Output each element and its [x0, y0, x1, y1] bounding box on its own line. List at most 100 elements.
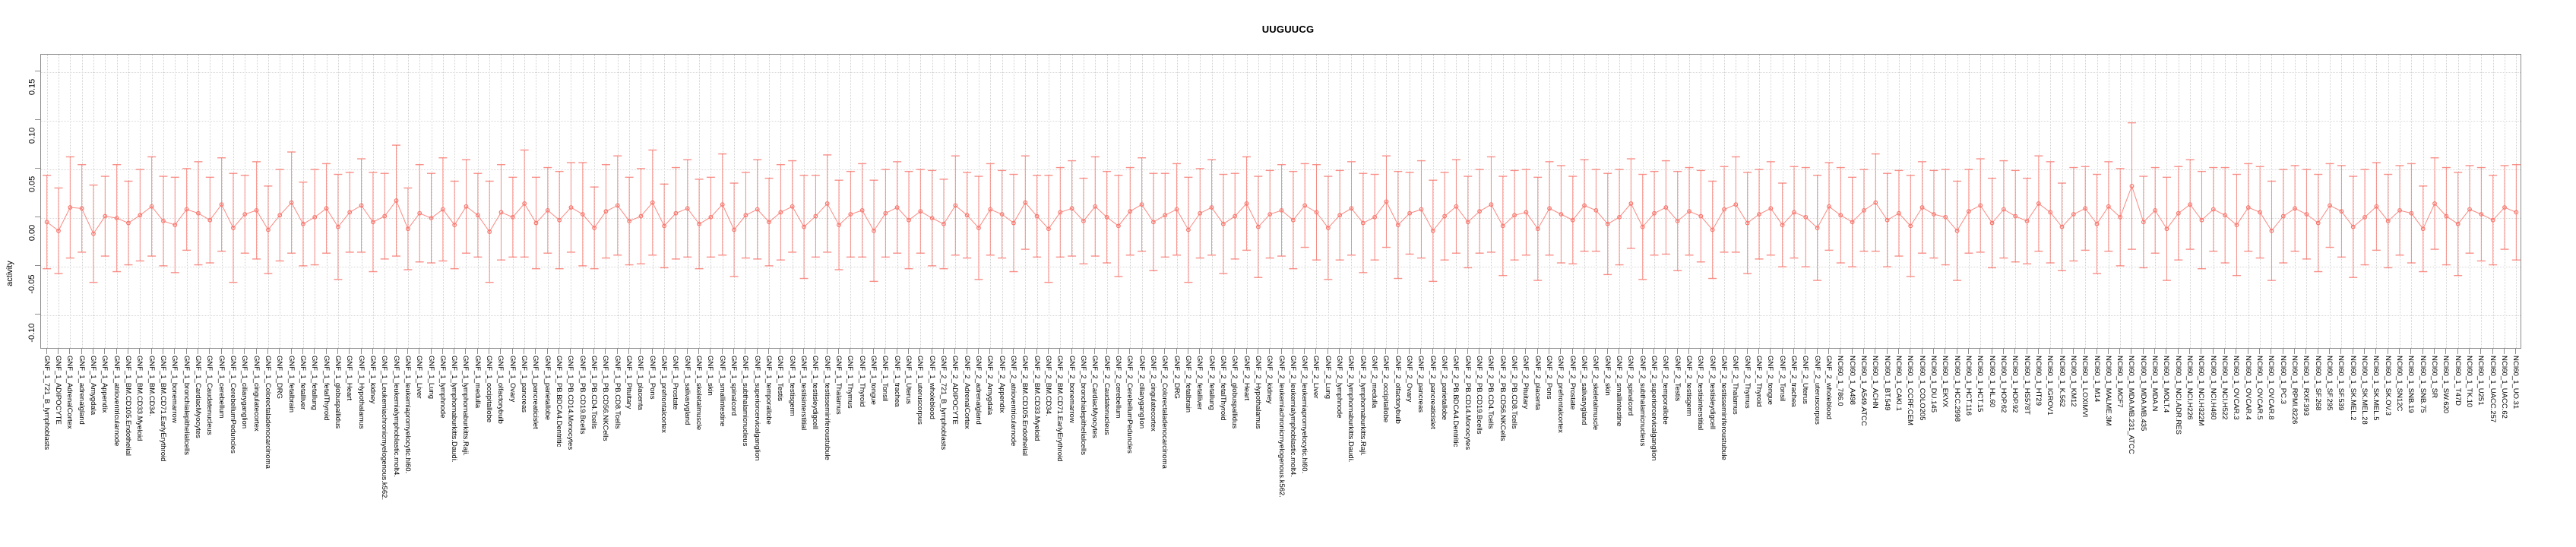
error-bar	[531, 176, 540, 270]
x-tick-mark	[1176, 349, 1177, 354]
data-point-marker	[2397, 207, 2402, 213]
data-point-marker	[1663, 205, 1669, 210]
data-point-marker	[510, 214, 515, 220]
error-bar	[170, 176, 179, 274]
x-tick-label: GNF_1_Hypothalamus	[356, 356, 366, 429]
x-tick-label: GNF_1_Amygdala	[88, 356, 97, 416]
data-point-marker	[1128, 209, 1133, 214]
x-tick-label: GNF_2_CardiacMyocytes	[1090, 356, 1099, 438]
error-bar	[1859, 169, 1869, 252]
x-tick-label: NCI60_1_EKVX	[1940, 356, 1949, 408]
x-tick-label: GNF_1_tongue	[869, 356, 878, 405]
x-tick-label: NCI60_1_ACHN	[1871, 356, 1879, 409]
x-tick-mark	[1409, 349, 1410, 354]
data-point-marker	[2199, 217, 2204, 223]
data-point-marker	[1617, 214, 1622, 220]
error-bar	[1696, 169, 1705, 263]
x-tick-label: NCI60_1_SF.295	[2324, 356, 2334, 411]
x-tick-label: GNF_2_PB.BDCA4.Dentritic	[1451, 356, 1460, 447]
error-bar	[2372, 162, 2381, 251]
data-point-marker	[1302, 203, 1308, 208]
x-tick-label: GNF_1_Prostate	[671, 356, 680, 410]
data-point-marker	[2234, 223, 2239, 227]
data-point-marker	[1989, 220, 1995, 226]
error-bar	[683, 159, 692, 258]
x-tick-mark	[2072, 349, 2074, 354]
x-tick-mark	[220, 349, 222, 354]
error-bar	[65, 156, 74, 259]
data-point-marker	[79, 206, 84, 211]
x-tick-label: NCI60_1_SF.268	[2313, 356, 2322, 411]
error-bar	[811, 175, 820, 258]
error-bar	[1521, 169, 1530, 256]
data-point-marker	[1640, 224, 1645, 229]
x-tick-mark	[2224, 349, 2226, 354]
x-tick-label: GNF_2_Thalamus	[1731, 356, 1740, 415]
error-bar	[2349, 175, 2358, 278]
error-bar	[2419, 185, 2428, 273]
error-bar	[2116, 168, 2125, 267]
x-tick-mark	[581, 349, 583, 354]
x-tick-label: GNF_1_bronchialepithelialcells	[182, 356, 191, 455]
x-tick-mark	[756, 349, 758, 354]
x-tick-mark	[1094, 349, 1096, 354]
error-bar	[1999, 160, 2008, 259]
data-point-marker	[2083, 206, 2088, 211]
x-tick-label: GNF_2_bonemarrow	[1067, 356, 1076, 423]
x-tick-mark	[1420, 349, 1422, 354]
x-tick-mark	[1851, 349, 1853, 354]
x-tick-mark	[1210, 349, 1212, 354]
error-bar	[217, 157, 226, 252]
x-tick-label: GNF_1_BM.CD34.	[147, 356, 156, 416]
data-point-marker	[184, 207, 189, 212]
data-point-marker	[568, 205, 574, 210]
error-bar	[1464, 175, 1473, 269]
x-tick-label: GNF_2_temporallobe	[1661, 356, 1670, 425]
error-bar	[1638, 173, 1647, 280]
x-tick-label: GNF_2_lymphomaburkitts.Raji.	[1358, 356, 1367, 456]
x-tick-label: GNF_2_BM.CD33.Myeloid	[1032, 356, 1041, 441]
x-tick-label: GNF_2_Testis	[1673, 356, 1682, 402]
data-point-marker	[685, 206, 690, 211]
data-point-marker	[1395, 223, 1400, 227]
error-bar	[275, 169, 284, 262]
error-bar	[89, 184, 98, 283]
x-tick-label: GNF_2_PB.CD14.Monocytes	[1463, 356, 1472, 451]
x-tick-label: GNF_1_lymphnode	[438, 356, 447, 419]
x-tick-mark	[2142, 349, 2144, 354]
error-bar	[205, 176, 214, 264]
x-tick-mark	[1641, 349, 1643, 354]
x-tick-mark	[872, 349, 874, 354]
x-tick-mark	[407, 349, 408, 354]
x-tick-mark	[1082, 349, 1084, 354]
series-errorbar-plot	[43, 122, 2521, 283]
x-tick-mark	[803, 349, 805, 354]
data-point-marker	[1139, 202, 1144, 207]
data-point-marker	[673, 210, 679, 216]
error-bar	[496, 163, 505, 261]
data-point-marker	[1454, 204, 1459, 209]
error-bar	[1125, 166, 1135, 256]
error-bar	[2325, 163, 2334, 248]
data-point-marker	[1081, 219, 1086, 223]
x-tick-mark	[441, 349, 443, 354]
data-point-marker	[2455, 221, 2460, 226]
x-tick-mark	[2492, 349, 2493, 354]
error-bar	[741, 172, 750, 259]
x-tick-label: NCI60_1_MDA.MB.231_ATCC	[2127, 356, 2136, 454]
x-tick-mark	[651, 349, 653, 354]
x-tick-mark	[314, 349, 315, 354]
data-point-marker	[580, 212, 585, 217]
error-bar	[636, 168, 645, 265]
x-tick-label: GNF_1_Caudatenucleus	[205, 356, 214, 435]
data-point-marker	[2024, 219, 2030, 223]
error-bar	[392, 144, 401, 257]
data-point-marker	[2269, 228, 2274, 233]
data-point-marker	[1069, 206, 1074, 211]
x-tick-label: NCI60_1_MALME.3M	[2103, 356, 2112, 426]
error-bar	[1790, 166, 1799, 259]
x-tick-label: NCI60_1_A549.ATCC	[1859, 356, 1868, 426]
error-bar	[2454, 172, 2463, 277]
x-tick-label: GNF_1_adrenalgland	[77, 356, 86, 425]
x-tick-mark	[1979, 349, 1981, 354]
